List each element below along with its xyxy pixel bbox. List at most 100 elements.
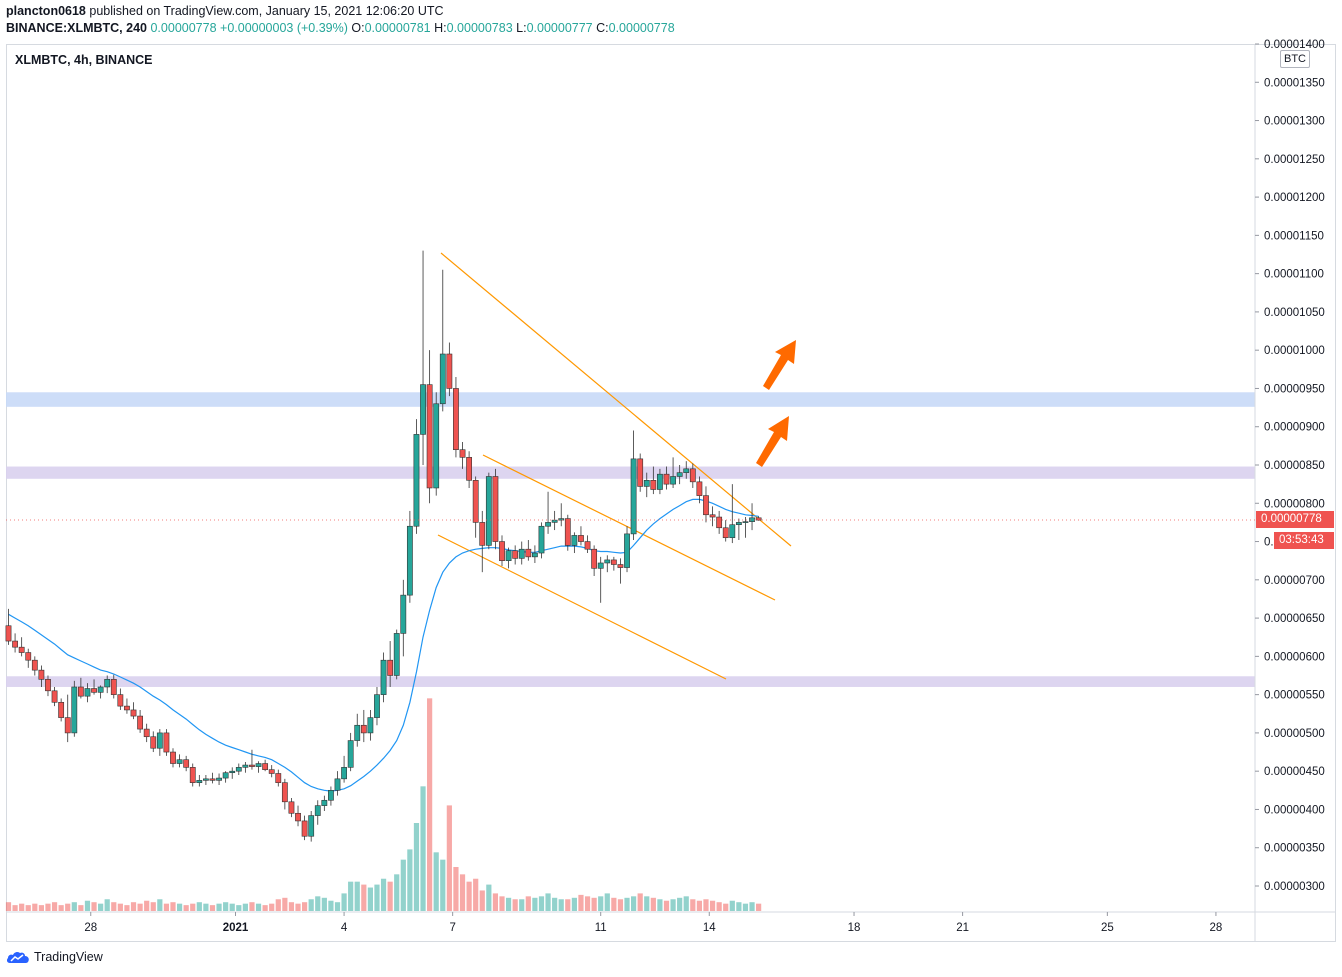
volume-bar bbox=[677, 897, 683, 911]
axis-unit-badge[interactable]: BTC bbox=[1280, 50, 1310, 68]
candle-body bbox=[367, 717, 374, 734]
volume-bar bbox=[552, 897, 558, 911]
volume-bar bbox=[584, 896, 591, 911]
volume-bar bbox=[709, 900, 716, 911]
candle-body bbox=[196, 780, 203, 783]
candle bbox=[38, 665, 45, 687]
candle-body bbox=[446, 353, 453, 389]
candle-body bbox=[249, 764, 255, 767]
candle bbox=[670, 457, 676, 488]
candle bbox=[426, 350, 433, 504]
price-tick-label: 0.00001050 bbox=[1264, 307, 1325, 319]
candle bbox=[117, 688, 124, 710]
candle-body bbox=[716, 516, 723, 529]
candle-body bbox=[597, 562, 604, 569]
candle-body bbox=[5, 625, 12, 642]
candle bbox=[617, 558, 624, 584]
candle bbox=[663, 466, 670, 490]
candle bbox=[222, 771, 229, 783]
candle bbox=[31, 656, 38, 676]
candle bbox=[5, 608, 12, 645]
price-tick-label: 0.00001000 bbox=[1264, 345, 1325, 357]
volume-bar bbox=[394, 874, 400, 911]
candle bbox=[742, 517, 749, 538]
candle bbox=[689, 463, 696, 488]
volume-bar bbox=[275, 899, 281, 911]
candle-body bbox=[505, 550, 512, 561]
volume-bar bbox=[32, 903, 38, 911]
price-tick-label: 0.00000850 bbox=[1264, 460, 1325, 472]
volume-bar bbox=[400, 859, 406, 911]
volume-bar bbox=[532, 897, 538, 911]
candle-body bbox=[617, 564, 624, 568]
candles-layer bbox=[5, 250, 762, 842]
volume-bar bbox=[604, 893, 610, 911]
low-label: L: bbox=[516, 21, 527, 35]
candle bbox=[163, 729, 170, 756]
volume-bar bbox=[459, 874, 466, 911]
volume-bar bbox=[657, 899, 663, 911]
candle-body bbox=[229, 770, 236, 774]
volume-bar bbox=[163, 903, 170, 911]
candle bbox=[413, 419, 420, 534]
date-tick-label: 28 bbox=[1210, 922, 1223, 934]
candle-body bbox=[71, 686, 78, 734]
volume-bar bbox=[25, 905, 31, 911]
up-arrow-upper bbox=[763, 340, 796, 390]
candle-body bbox=[216, 777, 222, 781]
volume-bar bbox=[407, 849, 413, 911]
candle bbox=[545, 491, 551, 534]
candle-body bbox=[124, 705, 130, 711]
candle-body bbox=[242, 764, 249, 768]
volume-bar bbox=[690, 899, 696, 911]
candle-body bbox=[268, 769, 275, 774]
candle bbox=[420, 250, 426, 465]
volume-bar bbox=[729, 900, 735, 911]
volume-bar bbox=[644, 896, 650, 911]
volume-bar bbox=[150, 902, 156, 911]
volume-bar bbox=[170, 902, 176, 911]
publisher-name[interactable]: plancton0618 bbox=[6, 4, 86, 18]
candle-body bbox=[466, 457, 472, 481]
candle bbox=[189, 763, 196, 787]
candle-body bbox=[380, 659, 387, 695]
candle-body bbox=[689, 468, 696, 483]
candle-body bbox=[406, 525, 413, 596]
candle bbox=[591, 545, 598, 576]
open-label: O: bbox=[351, 21, 365, 35]
price-tick-label: 0.00001300 bbox=[1264, 116, 1325, 128]
candle-body bbox=[295, 812, 301, 822]
candle bbox=[64, 694, 71, 743]
tradingview-brand[interactable]: TradingView bbox=[6, 950, 103, 964]
candle-body bbox=[637, 458, 644, 487]
bar-countdown-tag: 03:53:43 bbox=[1274, 532, 1334, 549]
candle-body bbox=[12, 640, 18, 648]
candle bbox=[124, 698, 130, 714]
volume-bar bbox=[440, 859, 446, 911]
candle bbox=[268, 765, 275, 778]
volume-bar bbox=[716, 902, 722, 911]
date-tick-label: 21 bbox=[956, 922, 969, 934]
volume-bar bbox=[308, 899, 314, 911]
candle bbox=[393, 629, 400, 680]
volume-bar bbox=[111, 902, 117, 911]
candle-body bbox=[51, 690, 58, 703]
candle bbox=[360, 709, 367, 743]
candle-body bbox=[189, 767, 196, 783]
volume-bar bbox=[12, 905, 18, 911]
volume-bar bbox=[321, 897, 327, 911]
candle-body bbox=[130, 709, 137, 717]
last-price-tag: 0.00000778 bbox=[1256, 511, 1334, 528]
candle-body bbox=[347, 740, 354, 768]
candle-body bbox=[163, 732, 170, 753]
candle-body bbox=[354, 724, 361, 741]
price-tick-label: 0.00001250 bbox=[1264, 154, 1325, 166]
candle bbox=[156, 729, 163, 756]
candle bbox=[466, 451, 472, 488]
candle-body bbox=[742, 521, 749, 523]
price-tick-label: 0.00000950 bbox=[1264, 383, 1325, 395]
volume-bar bbox=[98, 903, 104, 911]
candle-body bbox=[328, 790, 334, 801]
candle bbox=[301, 815, 308, 841]
